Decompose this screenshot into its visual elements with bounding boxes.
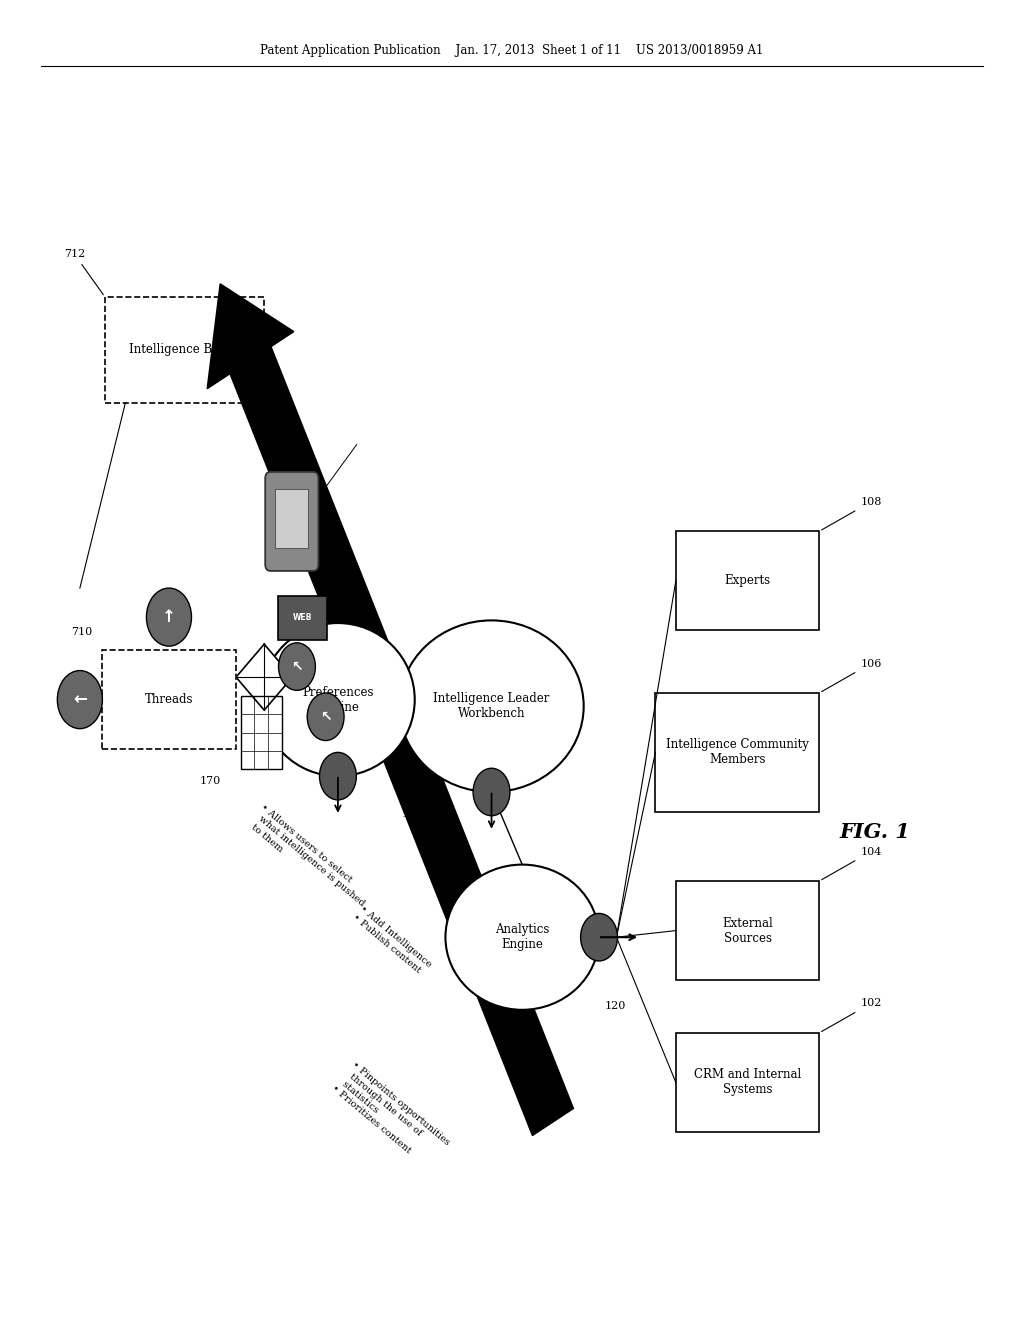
Text: • Pinpoints opportunities
  through the use of
  statistics
• Prioritizes conten: • Pinpoints opportunities through the us… (330, 1060, 451, 1171)
Text: Experts: Experts (724, 574, 771, 587)
FancyBboxPatch shape (104, 297, 264, 403)
Text: Analytics
Engine: Analytics Engine (495, 923, 550, 952)
Ellipse shape (261, 623, 415, 776)
FancyBboxPatch shape (655, 693, 819, 812)
Text: Threads: Threads (144, 693, 194, 706)
Text: 712: 712 (63, 249, 103, 294)
Text: Intelligence Briefs: Intelligence Briefs (129, 343, 240, 356)
Circle shape (279, 643, 315, 690)
FancyArrow shape (207, 284, 573, 1135)
Text: Intelligence Community
Members: Intelligence Community Members (666, 738, 809, 767)
Text: ↖: ↖ (291, 660, 303, 673)
Bar (241, 697, 282, 768)
Text: ↖: ↖ (319, 710, 332, 723)
Ellipse shape (399, 620, 584, 792)
Circle shape (581, 913, 617, 961)
Circle shape (146, 589, 191, 645)
Text: 106: 106 (821, 659, 882, 692)
Text: INTELLIGENCE: INTELLIGENCE (361, 620, 447, 726)
Text: Intelligence Leader
Workbench: Intelligence Leader Workbench (433, 692, 550, 721)
FancyBboxPatch shape (102, 651, 236, 750)
Text: Patent Application Publication    Jan. 17, 2013  Sheet 1 of 11    US 2013/001895: Patent Application Publication Jan. 17, … (260, 44, 764, 57)
Circle shape (319, 752, 356, 800)
Text: FIG. 1: FIG. 1 (840, 821, 910, 842)
Text: 710: 710 (71, 627, 92, 638)
Circle shape (307, 693, 344, 741)
Text: 102: 102 (821, 998, 882, 1031)
FancyBboxPatch shape (265, 473, 318, 570)
Text: External
Sources: External Sources (722, 916, 773, 945)
Circle shape (473, 768, 510, 816)
Text: • Add Intelligence
• Publish content: • Add Intelligence • Publish content (351, 904, 433, 977)
Polygon shape (236, 644, 293, 710)
Text: 160: 160 (317, 615, 339, 626)
Text: Preferences
Engine: Preferences Engine (302, 685, 374, 714)
Text: 170: 170 (200, 776, 221, 787)
Text: 108: 108 (821, 496, 882, 529)
FancyBboxPatch shape (676, 882, 819, 979)
Text: ↑: ↑ (162, 609, 176, 626)
FancyBboxPatch shape (676, 1032, 819, 1131)
Text: WEB: WEB (293, 614, 311, 622)
Text: ←: ← (73, 690, 87, 709)
Text: • Allows users to select
  what intelligence is pushed
  to them: • Allows users to select what intelligen… (245, 803, 373, 916)
Text: CRM and Internal
Systems: CRM and Internal Systems (694, 1068, 801, 1097)
Text: 180: 180 (297, 445, 356, 517)
FancyBboxPatch shape (275, 488, 308, 549)
FancyBboxPatch shape (676, 531, 819, 630)
Text: 150: 150 (258, 698, 280, 709)
Circle shape (57, 671, 102, 729)
Text: 120: 120 (604, 1001, 626, 1011)
Text: 104: 104 (821, 846, 882, 879)
Bar (278, 595, 327, 639)
Text: 140: 140 (287, 747, 308, 758)
Text: 130: 130 (401, 809, 423, 820)
Ellipse shape (445, 865, 599, 1010)
